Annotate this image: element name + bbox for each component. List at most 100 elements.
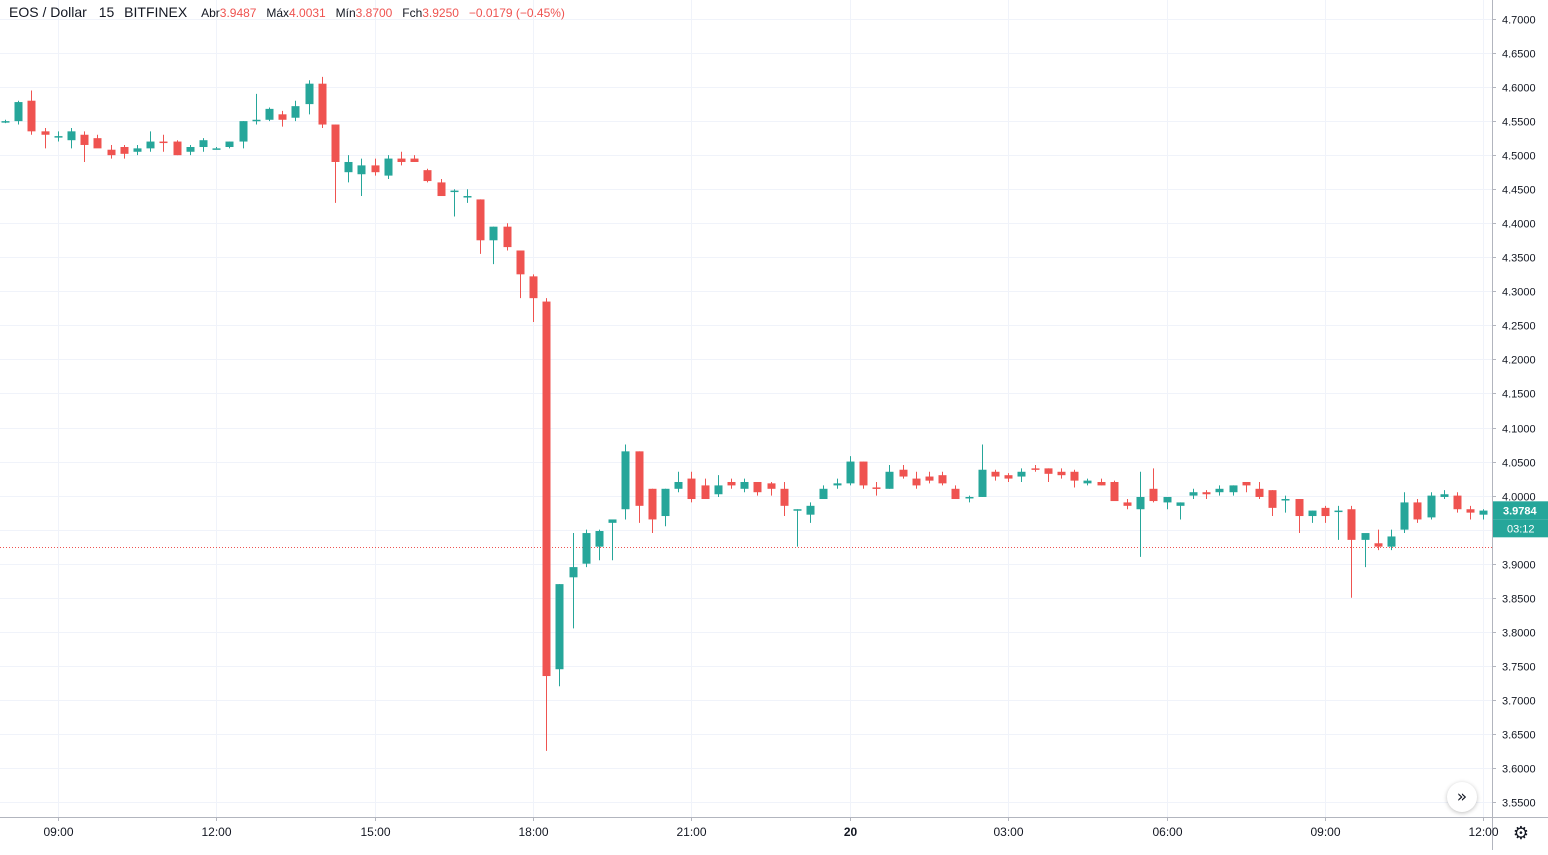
- candle: [701, 478, 710, 500]
- candle-body: [159, 141, 168, 144]
- candle: [608, 519, 617, 561]
- candle: [912, 471, 921, 489]
- candle-body: [252, 119, 261, 122]
- candle: [1268, 490, 1277, 517]
- candle-body: [1004, 475, 1013, 479]
- candle: [1295, 499, 1304, 534]
- candle-body: [1149, 488, 1158, 502]
- price-tick-label: 4.5500: [1502, 117, 1536, 129]
- symbol-name[interactable]: EOS / Dollar: [9, 4, 87, 20]
- low-label: Mín: [335, 6, 356, 20]
- last-price-text: 3.9784: [1503, 505, 1538, 517]
- candle-body: [1, 121, 10, 123]
- scroll-to-realtime-button[interactable]: »: [1447, 782, 1477, 812]
- candle: [1189, 488, 1198, 500]
- interval: 15: [98, 4, 115, 20]
- candle-body: [239, 121, 248, 142]
- candle: [885, 464, 894, 489]
- candle-body: [938, 475, 947, 484]
- candle: [951, 485, 960, 500]
- candle-body: [503, 226, 512, 248]
- candle: [661, 488, 670, 527]
- price-tick-label: 3.5500: [1502, 798, 1536, 810]
- candle: [991, 469, 1000, 481]
- candle-body: [780, 488, 789, 506]
- candle: [1308, 510, 1317, 523]
- candle: [621, 444, 630, 520]
- candle-body: [278, 114, 287, 120]
- candle: [212, 147, 221, 150]
- candle: [291, 100, 300, 122]
- candle: [173, 140, 182, 156]
- candle: [1031, 464, 1040, 472]
- price-tick-label: 4.2500: [1502, 321, 1536, 333]
- candle-body: [14, 102, 23, 122]
- candle: [305, 80, 314, 115]
- candle-body: [1347, 509, 1356, 540]
- low-value: 3.8700: [355, 6, 393, 20]
- candle-body: [1453, 495, 1462, 510]
- candle: [1097, 478, 1106, 486]
- candle-body: [714, 485, 723, 495]
- candle: [67, 127, 76, 149]
- candle: [1321, 505, 1330, 523]
- candle: [489, 226, 498, 265]
- price-tick-label: 4.6000: [1502, 83, 1536, 95]
- candle: [1110, 480, 1119, 502]
- price-tick-label: 4.0000: [1502, 492, 1536, 504]
- candle: [107, 144, 116, 159]
- candle-body: [199, 140, 208, 148]
- candle: [357, 158, 366, 197]
- chart-settings-button[interactable]: ⚙: [1506, 818, 1536, 848]
- candle-body: [1070, 471, 1079, 481]
- time-tick-label: 20: [844, 825, 858, 839]
- candle-body: [371, 165, 380, 173]
- candle-body: [1215, 488, 1224, 493]
- price-tags: 3.9784 03:12: [1493, 501, 1548, 538]
- candle: [476, 199, 485, 254]
- candle-body: [384, 158, 393, 176]
- candle-body: [1242, 481, 1251, 486]
- candle: [410, 155, 419, 162]
- candle-body: [489, 226, 498, 241]
- candle-body: [727, 481, 736, 486]
- candle-body: [872, 487, 881, 489]
- gear-icon: ⚙: [1512, 822, 1530, 844]
- candle-body: [1321, 507, 1330, 517]
- candle-body: [885, 471, 894, 489]
- candle-body: [1176, 502, 1185, 506]
- candle: [819, 485, 828, 500]
- candle-body: [1374, 543, 1383, 547]
- price-tick-label: 3.6000: [1502, 764, 1536, 776]
- candle-body: [1268, 490, 1277, 508]
- candle: [437, 179, 446, 197]
- candle-body: [133, 148, 142, 152]
- candle-body: [463, 196, 472, 198]
- candle-body: [1413, 502, 1422, 520]
- candle-body: [344, 161, 353, 173]
- countdown-text: 03:12: [1507, 523, 1535, 535]
- candle: [199, 138, 208, 152]
- candle: [1440, 490, 1449, 500]
- candle: [331, 124, 340, 203]
- candle-body: [450, 190, 459, 193]
- candle-body: [1031, 468, 1040, 470]
- candle: [450, 189, 459, 217]
- candle-body: [1308, 510, 1317, 517]
- candle-body: [582, 533, 591, 564]
- candle-body: [516, 250, 525, 275]
- price-tick-label: 3.9000: [1502, 560, 1536, 572]
- price-tick-label: 4.1000: [1502, 424, 1536, 436]
- candle-body: [107, 149, 116, 156]
- candle-body: [661, 488, 670, 517]
- price-tick-label: 4.2000: [1502, 355, 1536, 367]
- candle-body: [555, 584, 564, 670]
- candle-body: [437, 182, 446, 197]
- price-tick-label: 3.7000: [1502, 696, 1536, 708]
- candle-body: [225, 141, 234, 148]
- candle-body: [476, 199, 485, 241]
- candle-body: [753, 481, 762, 493]
- candle-body: [173, 141, 182, 156]
